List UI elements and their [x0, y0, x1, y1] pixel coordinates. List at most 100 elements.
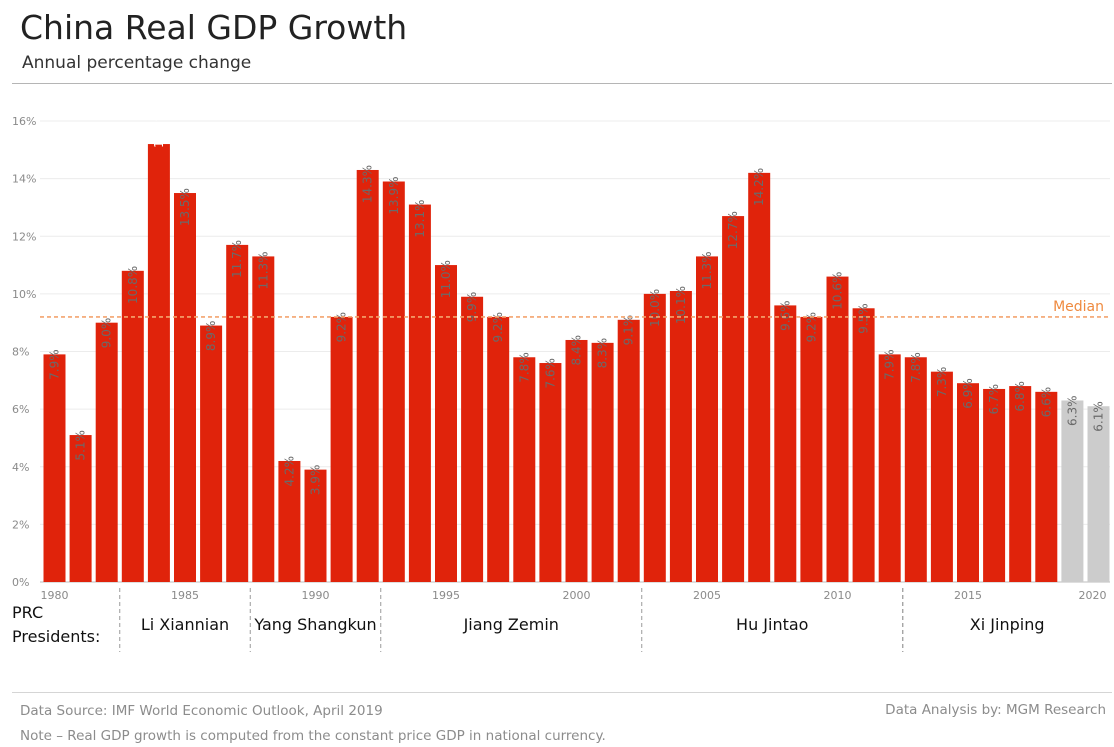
bar	[696, 256, 718, 582]
bar	[748, 172, 771, 583]
presidents-heading: Presidents:	[12, 627, 100, 646]
president-name: Hu Jintao	[736, 615, 808, 634]
data-label: 9.6%	[778, 300, 792, 331]
president-name: Yang Shangkun	[253, 615, 376, 634]
bar	[878, 354, 901, 582]
data-label: 7.6%	[543, 358, 557, 389]
data-label: 4.2%	[282, 456, 296, 487]
x-tick-label: 2005	[693, 589, 721, 602]
bar	[278, 460, 301, 582]
data-label: 3.9%	[309, 465, 323, 496]
data-label: 5.1%	[74, 430, 88, 461]
chart-subtitle: Annual percentage change	[22, 53, 252, 73]
data-label: 6.3%	[1065, 395, 1079, 426]
bar	[1009, 386, 1032, 582]
bar	[95, 322, 118, 582]
bar	[904, 357, 927, 582]
x-tick-label: 1995	[432, 589, 460, 602]
bar	[513, 357, 536, 582]
data-label: 7.8%	[909, 352, 923, 383]
bar	[69, 435, 92, 582]
bar	[487, 316, 510, 582]
data-label: 14.3%	[361, 165, 375, 203]
data-label: 7.8%	[517, 352, 531, 383]
president-name: Li Xiannian	[141, 615, 229, 634]
bar	[200, 325, 223, 582]
data-label: 9.1%	[622, 315, 636, 346]
presidents-heading: PRC	[12, 603, 43, 622]
data-label: 15.2%	[152, 110, 166, 148]
data-label: 9.0%	[100, 318, 114, 349]
bar	[408, 204, 431, 582]
bar	[722, 216, 745, 583]
data-label: 11.3%	[700, 251, 714, 289]
x-tick-label: 1990	[302, 589, 330, 602]
data-label: 11.7%	[230, 240, 244, 278]
y-tick-label: 0%	[12, 576, 29, 589]
y-tick-label: 10%	[12, 288, 36, 301]
bar	[1087, 406, 1110, 582]
data-label: 7.9%	[883, 349, 897, 380]
data-label: 6.6%	[1039, 387, 1053, 418]
bar	[174, 193, 196, 582]
bar	[643, 293, 666, 582]
footer-divider	[12, 692, 1112, 693]
x-tick-label: 2010	[824, 589, 852, 602]
data-label: 10.6%	[831, 272, 845, 310]
bar	[304, 469, 327, 582]
bar-chart: 0% 2% 4% 6% 8% 10% 12% 14% 16% 7.9% 5.1% 9.0% 10.8% 1…	[12, 110, 1110, 652]
bar	[382, 181, 405, 582]
bar	[1035, 391, 1058, 582]
data-label: 8.9%	[204, 321, 218, 352]
y-tick-label: 8%	[12, 346, 29, 359]
bar	[461, 296, 484, 582]
bar	[330, 316, 353, 582]
bar	[252, 256, 275, 582]
x-tick-label: 2000	[563, 589, 591, 602]
y-tick-label: 16%	[12, 115, 36, 128]
y-tick-label: 4%	[12, 461, 29, 474]
bar	[826, 276, 849, 582]
data-label: 9.9%	[465, 292, 479, 323]
bar	[669, 290, 692, 582]
bar	[356, 169, 379, 582]
data-label: 8.4%	[570, 335, 584, 366]
data-label: 9.2%	[804, 312, 818, 343]
bar	[226, 244, 249, 583]
bar	[1061, 400, 1084, 582]
bar	[617, 319, 640, 582]
data-label: 10.0%	[648, 289, 662, 327]
footnote: Note – Real GDP growth is computed from …	[20, 728, 606, 744]
bar	[435, 265, 457, 582]
x-tick-label: 1980	[41, 589, 69, 602]
data-label: 9.5%	[857, 303, 871, 334]
header-divider	[12, 83, 1112, 84]
data-label: 6.8%	[1013, 381, 1027, 412]
bar	[800, 316, 823, 582]
chart-title: China Real GDP Growth	[20, 8, 408, 47]
data-label: 14.2%	[752, 168, 766, 206]
bar	[121, 270, 144, 582]
data-label: 11.3%	[256, 251, 270, 289]
bar	[957, 383, 979, 582]
y-tick-label: 12%	[12, 230, 36, 243]
data-label: 9.2%	[335, 312, 349, 343]
data-label: 9.2%	[491, 312, 505, 343]
data-source: Data Source: IMF World Economic Outlook,…	[20, 703, 383, 719]
data-analysis-credit: Data Analysis by: MGM Research	[885, 702, 1106, 718]
bar	[983, 388, 1006, 582]
y-tick-label: 14%	[12, 173, 36, 186]
bar	[774, 305, 797, 582]
x-tick-label: 1985	[171, 589, 199, 602]
data-label: 10.1%	[674, 286, 688, 324]
bar	[591, 342, 614, 582]
x-tick-label: 2020	[1079, 589, 1107, 602]
bar	[565, 339, 588, 582]
president-name: Jiang Zemin	[463, 615, 559, 634]
data-label: 8.3%	[596, 338, 610, 369]
data-label: 13.1%	[413, 200, 427, 238]
y-tick-label: 6%	[12, 403, 29, 416]
bar	[852, 308, 875, 582]
median-label: Median	[1053, 299, 1104, 315]
data-label: 7.3%	[935, 367, 949, 398]
